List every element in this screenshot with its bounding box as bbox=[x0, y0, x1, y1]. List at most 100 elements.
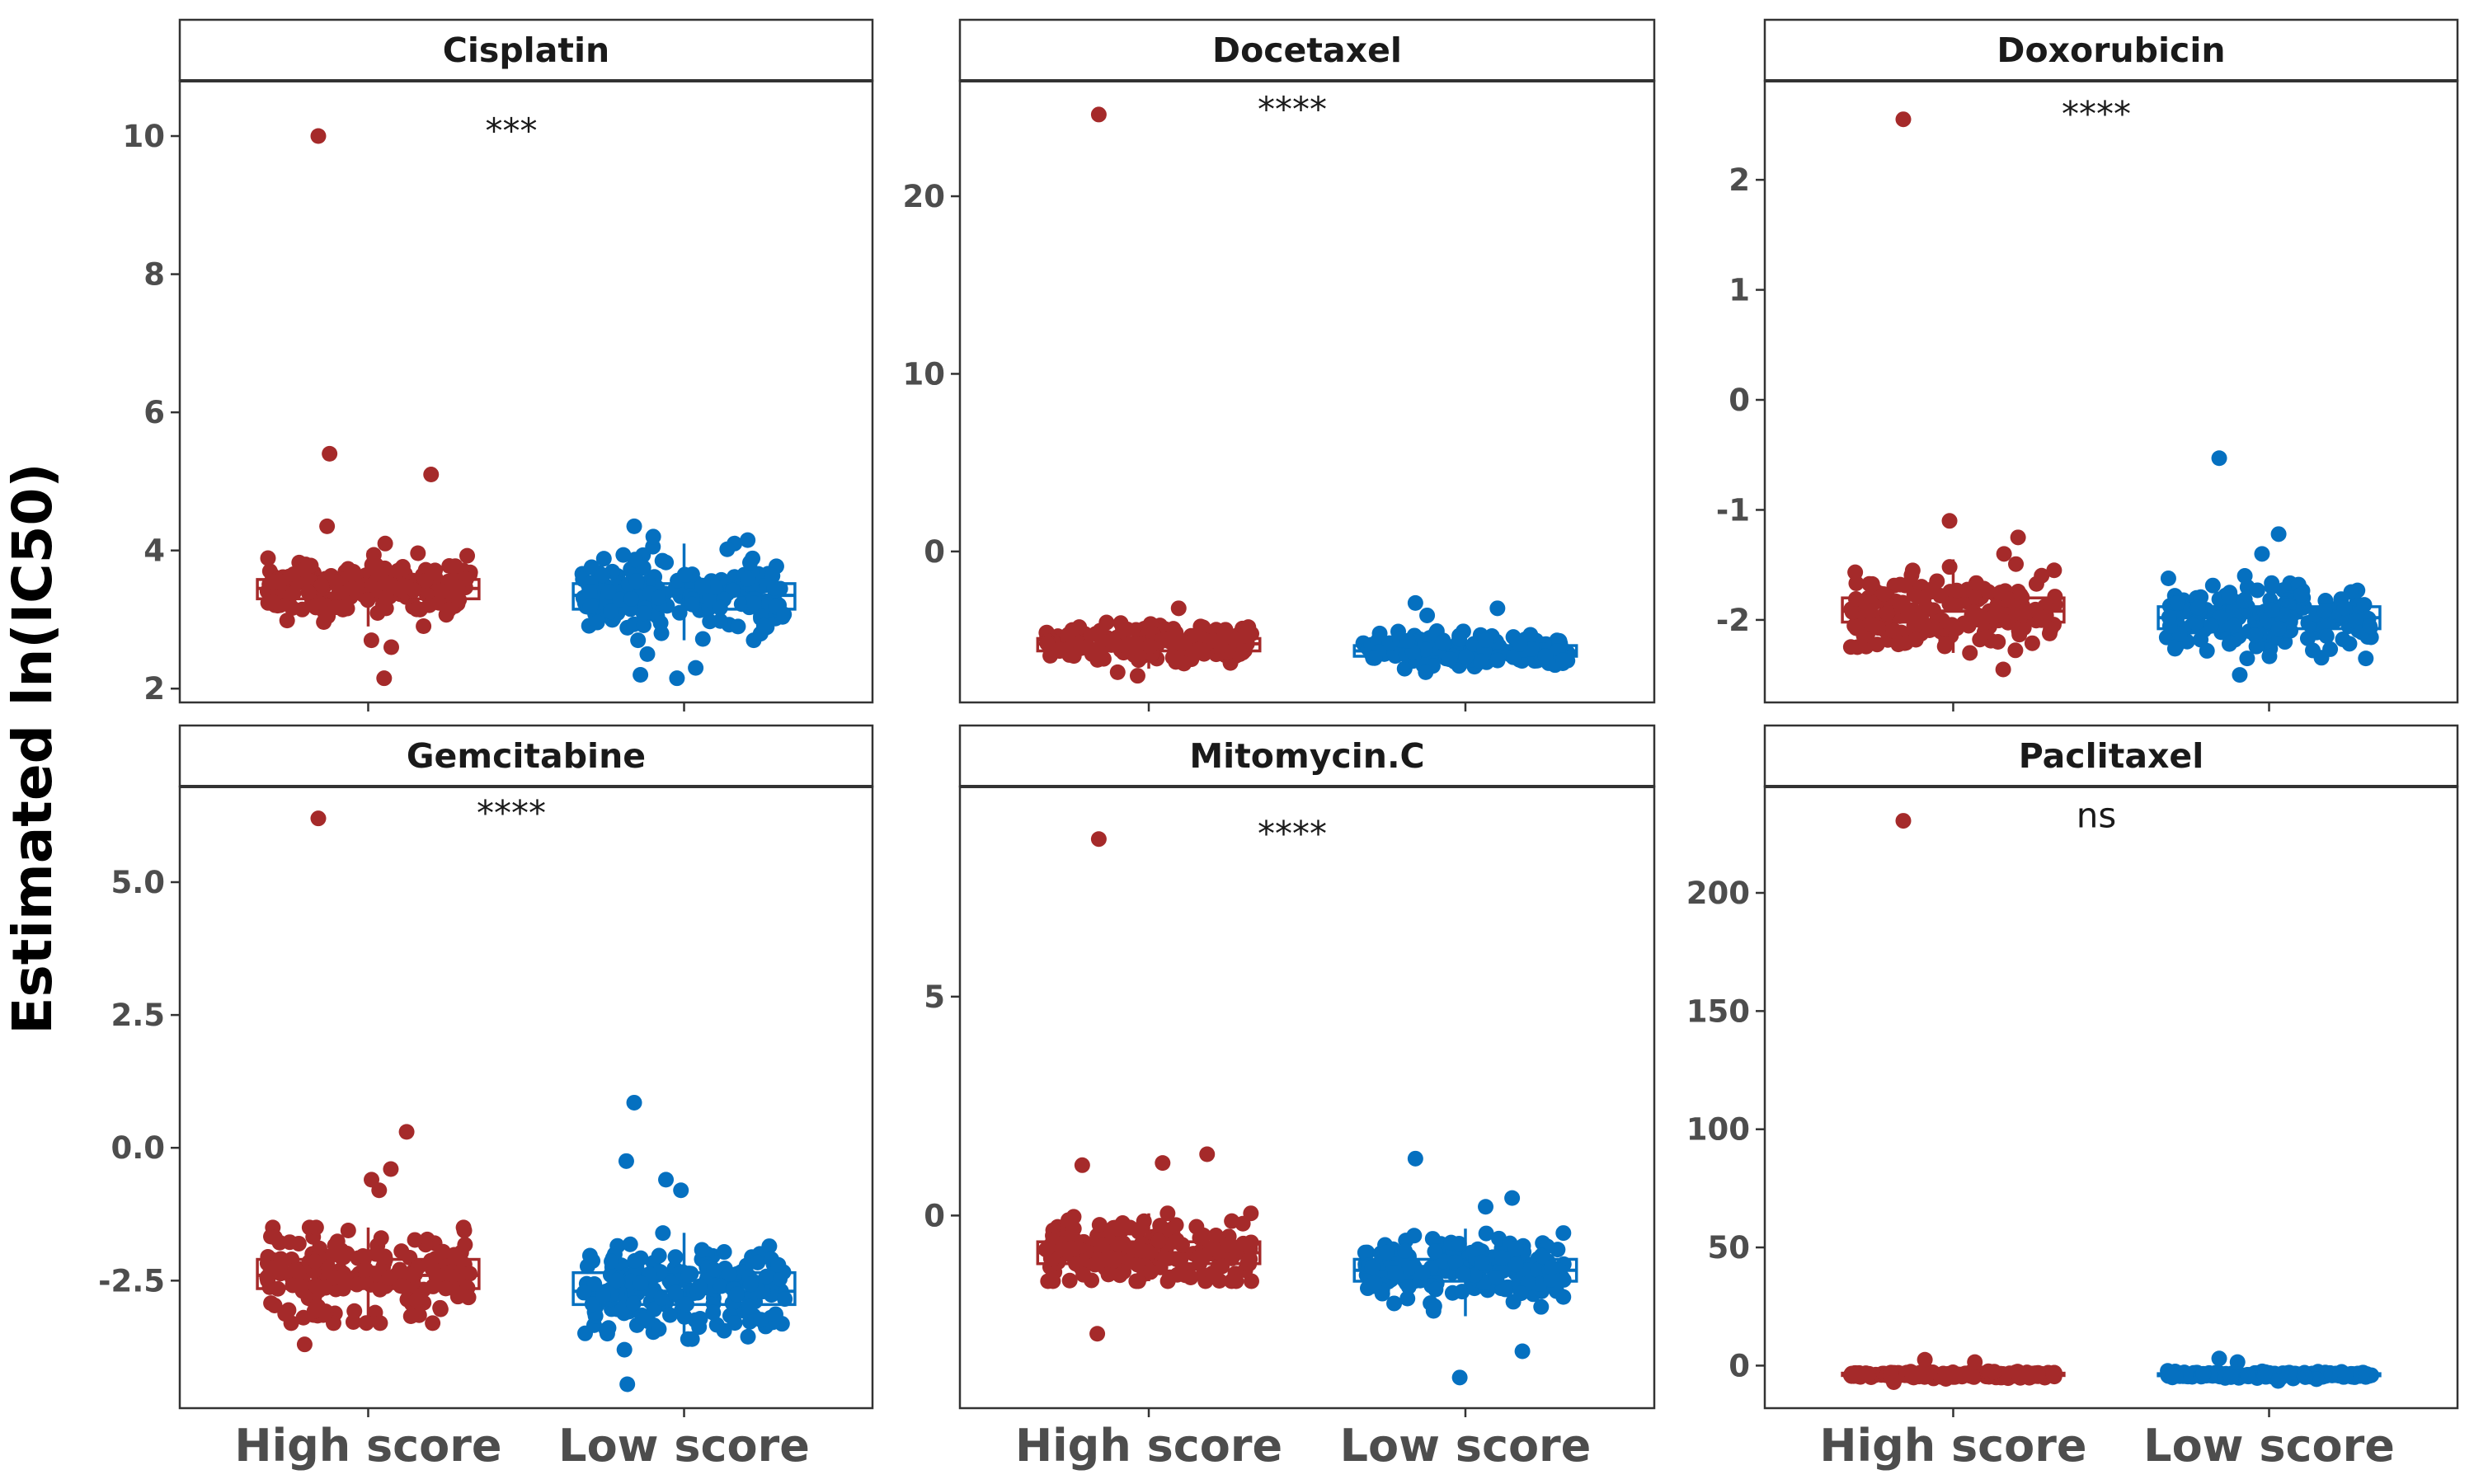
data-point-extreme bbox=[618, 1153, 634, 1169]
data-point bbox=[650, 589, 666, 606]
data-point bbox=[2322, 641, 2339, 657]
data-point bbox=[2316, 603, 2333, 619]
data-point bbox=[1895, 598, 1912, 614]
data-point bbox=[431, 1268, 448, 1284]
data-point-extreme bbox=[633, 666, 649, 683]
data-point bbox=[1129, 641, 1145, 657]
box-high-score bbox=[1841, 813, 2066, 1390]
data-point bbox=[1065, 1220, 1082, 1237]
facet-strip bbox=[178, 724, 874, 788]
data-point bbox=[349, 1276, 365, 1293]
data-point bbox=[1851, 1368, 1867, 1384]
data-point bbox=[1205, 1267, 1221, 1284]
box-high-score bbox=[1841, 111, 2066, 678]
data-point bbox=[600, 584, 617, 600]
data-point bbox=[1105, 1252, 1122, 1269]
data-point bbox=[2199, 642, 2215, 659]
data-point bbox=[1986, 1364, 2002, 1380]
data-point bbox=[1856, 627, 1872, 644]
data-point bbox=[1397, 1242, 1413, 1259]
data-point bbox=[2270, 620, 2287, 636]
data-point-extreme bbox=[673, 1182, 689, 1199]
data-point bbox=[358, 1315, 374, 1331]
data-point-extreme bbox=[423, 467, 440, 483]
data-point bbox=[2007, 642, 2024, 659]
y-tick-label: 100 bbox=[1686, 1112, 1750, 1148]
data-point-extreme bbox=[1504, 1190, 1521, 1206]
data-point bbox=[1205, 1240, 1221, 1256]
data-point-extreme bbox=[1514, 1343, 1531, 1360]
data-point bbox=[764, 567, 781, 584]
data-point bbox=[576, 1284, 592, 1301]
data-point bbox=[1075, 1266, 1092, 1283]
data-point bbox=[1473, 653, 1489, 669]
data-point bbox=[392, 1261, 408, 1278]
data-point bbox=[372, 1315, 388, 1331]
data-point-extreme bbox=[376, 670, 393, 687]
data-point-extreme bbox=[616, 1341, 633, 1358]
data-point bbox=[340, 1223, 356, 1239]
data-point bbox=[776, 606, 793, 622]
y-tick-label: 0.0 bbox=[111, 1130, 165, 1166]
data-point-extreme bbox=[1109, 664, 1126, 680]
data-point-extreme bbox=[669, 670, 685, 687]
data-point bbox=[577, 1325, 594, 1341]
data-point bbox=[1992, 606, 2009, 622]
data-point bbox=[1451, 631, 1468, 647]
data-point bbox=[1555, 652, 1572, 669]
panel-frame bbox=[1763, 785, 2459, 1410]
y-tick-label: 6 bbox=[143, 395, 165, 430]
data-point bbox=[1157, 1250, 1174, 1266]
data-point bbox=[1905, 612, 1921, 628]
data-point bbox=[451, 591, 468, 608]
data-point bbox=[2024, 1366, 2040, 1383]
data-point bbox=[1477, 632, 1493, 648]
panel-mitomycin-c: Mitomycin.C 0 5 High score Low score **** bbox=[924, 724, 1656, 1472]
data-point bbox=[1223, 1273, 1239, 1289]
data-point bbox=[2195, 1365, 2212, 1382]
data-point bbox=[1134, 1242, 1150, 1259]
data-point bbox=[2222, 635, 2238, 651]
data-point bbox=[1474, 1254, 1490, 1270]
facet-title: Cisplatin bbox=[443, 31, 609, 70]
data-point-extreme bbox=[2254, 546, 2270, 562]
panel-cisplatin: Cisplatin 2 4 6 8 10 *** bbox=[123, 18, 874, 711]
data-point-extreme bbox=[626, 518, 642, 534]
data-point bbox=[680, 1267, 697, 1284]
data-point bbox=[716, 1244, 732, 1261]
data-point bbox=[1167, 1233, 1183, 1250]
y-tick-label: 50 bbox=[1708, 1230, 1751, 1266]
data-point-extreme bbox=[1090, 106, 1107, 123]
data-point bbox=[447, 558, 463, 575]
box-low-score bbox=[2157, 1350, 2382, 1389]
data-point bbox=[459, 547, 476, 564]
box-low-score bbox=[1352, 1150, 1578, 1386]
data-point bbox=[438, 1280, 454, 1297]
data-point bbox=[1183, 1269, 1199, 1285]
data-point bbox=[1992, 585, 2009, 601]
data-point bbox=[691, 1319, 708, 1336]
data-point bbox=[694, 631, 711, 647]
data-point bbox=[377, 575, 393, 591]
data-point bbox=[2047, 589, 2063, 605]
data-point bbox=[753, 1312, 769, 1328]
data-point bbox=[1512, 636, 1528, 652]
y-tick-label: 8 bbox=[143, 257, 165, 293]
data-point-extreme bbox=[1895, 111, 1912, 128]
data-point-extreme bbox=[2229, 1354, 2246, 1370]
significance-label: **** bbox=[1258, 89, 1327, 129]
data-point bbox=[676, 1308, 693, 1325]
data-point bbox=[651, 1247, 667, 1264]
data-point-extreme bbox=[310, 128, 327, 144]
data-point bbox=[2240, 1369, 2256, 1385]
data-point-extreme bbox=[740, 532, 756, 548]
data-point bbox=[2204, 577, 2221, 594]
data-point bbox=[1848, 575, 1865, 592]
data-point bbox=[300, 585, 317, 601]
y-tick-label: 0 bbox=[1729, 383, 1750, 418]
data-point bbox=[389, 562, 406, 579]
panel-gemcitabine: Gemcitabine -2.5 0.0 2.5 5.0 High score Low sc… bbox=[98, 724, 874, 1472]
data-point bbox=[750, 1254, 766, 1270]
panel-frame bbox=[958, 79, 1656, 704]
data-point-extreme bbox=[2232, 667, 2248, 683]
